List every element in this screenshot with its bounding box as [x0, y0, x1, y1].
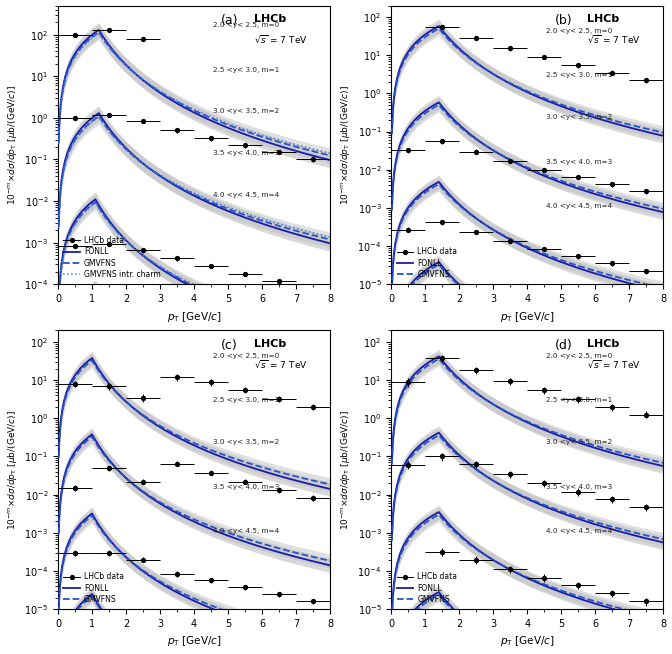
Text: (c): (c) — [221, 339, 238, 352]
Text: 3.5 <y< 4.0, m=3: 3.5 <y< 4.0, m=3 — [213, 150, 280, 156]
Text: $\sqrt{s}$ = 7 TeV: $\sqrt{s}$ = 7 TeV — [587, 358, 641, 370]
Y-axis label: $10^{-m}{\times}d\sigma/dp_{\rm T}\ [\mu{\rm b}/({\rm GeV}/c)]$: $10^{-m}{\times}d\sigma/dp_{\rm T}\ [\mu… — [5, 410, 19, 530]
Text: 2.5 <y< 3.0, m=1: 2.5 <y< 3.0, m=1 — [546, 397, 613, 403]
Text: 4.0 <y< 4.5, m=4: 4.0 <y< 4.5, m=4 — [213, 528, 280, 534]
Text: (d): (d) — [554, 339, 573, 352]
Text: $\sqrt{s}$ = 7 TeV: $\sqrt{s}$ = 7 TeV — [587, 33, 641, 45]
Text: 4.0 <y< 4.5, m=4: 4.0 <y< 4.5, m=4 — [213, 192, 280, 198]
Text: 2.5 <y< 3.0, m=1: 2.5 <y< 3.0, m=1 — [546, 72, 613, 78]
Text: 2.0 <y< 2.5, m=0: 2.0 <y< 2.5, m=0 — [546, 27, 613, 33]
X-axis label: $p_{\rm T}$ [GeV/$c$]: $p_{\rm T}$ [GeV/$c$] — [167, 309, 221, 324]
Text: 3.0 <y< 3.5, m=2: 3.0 <y< 3.5, m=2 — [213, 439, 280, 445]
X-axis label: $p_{\rm T}$ [GeV/$c$]: $p_{\rm T}$ [GeV/$c$] — [500, 634, 554, 649]
Text: 3.5 <y< 4.0, m=3: 3.5 <y< 4.0, m=3 — [213, 483, 280, 490]
Text: 2.0 <y< 2.5, m=0: 2.0 <y< 2.5, m=0 — [213, 22, 280, 28]
Legend: LHCb data, FONLL, GMVFNS, GMVFNS intr. charm: LHCb data, FONLL, GMVFNS, GMVFNS intr. c… — [62, 235, 162, 281]
Text: 3.5 <y< 4.0, m=3: 3.5 <y< 4.0, m=3 — [546, 483, 613, 490]
Text: (a): (a) — [221, 14, 239, 27]
Y-axis label: $10^{-m}{\times}d\sigma/dp_{\rm T}\ [\mu{\rm b}/({\rm GeV}/c)]$: $10^{-m}{\times}d\sigma/dp_{\rm T}\ [\mu… — [5, 85, 19, 205]
Y-axis label: $10^{-m}{\times}d\sigma/dp_{\rm T}\ [\mu{\rm b}/({\rm GeV}/c)]$: $10^{-m}{\times}d\sigma/dp_{\rm T}\ [\mu… — [339, 85, 351, 205]
Text: 3.5 <y< 4.0, m=3: 3.5 <y< 4.0, m=3 — [546, 159, 613, 165]
Text: LHCb: LHCb — [587, 339, 620, 349]
Y-axis label: $10^{-m}{\times}d\sigma/dp_{\rm T}\ [\mu{\rm b}/({\rm GeV}/c)]$: $10^{-m}{\times}d\sigma/dp_{\rm T}\ [\mu… — [339, 410, 351, 530]
Text: $\sqrt{s}$ = 7 TeV: $\sqrt{s}$ = 7 TeV — [254, 358, 308, 370]
Text: 2.5 <y< 3.0, m=1: 2.5 <y< 3.0, m=1 — [213, 67, 280, 73]
X-axis label: $p_{\rm T}$ [GeV/$c$]: $p_{\rm T}$ [GeV/$c$] — [167, 634, 221, 649]
Text: LHCb: LHCb — [587, 14, 620, 24]
Legend: LHCb data, FONLL, GMVFNS: LHCb data, FONLL, GMVFNS — [395, 246, 459, 281]
X-axis label: $p_{\rm T}$ [GeV/$c$]: $p_{\rm T}$ [GeV/$c$] — [500, 309, 554, 324]
Text: 2.0 <y< 2.5, m=0: 2.0 <y< 2.5, m=0 — [213, 353, 280, 358]
Legend: LHCb data, FONLL, GMVFNS: LHCb data, FONLL, GMVFNS — [395, 571, 459, 606]
Text: 4.0 <y< 4.5, m=4: 4.0 <y< 4.5, m=4 — [546, 528, 613, 534]
Text: 3.0 <y< 3.5, m=2: 3.0 <y< 3.5, m=2 — [213, 109, 280, 114]
Legend: LHCb data, FONLL, GMVFNS: LHCb data, FONLL, GMVFNS — [62, 571, 126, 606]
Text: 3.0 <y< 3.5, m=2: 3.0 <y< 3.5, m=2 — [546, 439, 613, 445]
Text: 3.0 <y< 3.5, m=2: 3.0 <y< 3.5, m=2 — [546, 114, 613, 120]
Text: LHCb: LHCb — [254, 14, 286, 24]
Text: 2.0 <y< 2.5, m=0: 2.0 <y< 2.5, m=0 — [546, 353, 613, 358]
Text: 2.5 <y< 3.0, m=1: 2.5 <y< 3.0, m=1 — [213, 397, 280, 403]
Text: 4.0 <y< 4.5, m=4: 4.0 <y< 4.5, m=4 — [546, 203, 613, 209]
Text: LHCb: LHCb — [254, 339, 286, 349]
Text: (b): (b) — [554, 14, 572, 27]
Text: $\sqrt{s}$ = 7 TeV: $\sqrt{s}$ = 7 TeV — [254, 33, 308, 45]
